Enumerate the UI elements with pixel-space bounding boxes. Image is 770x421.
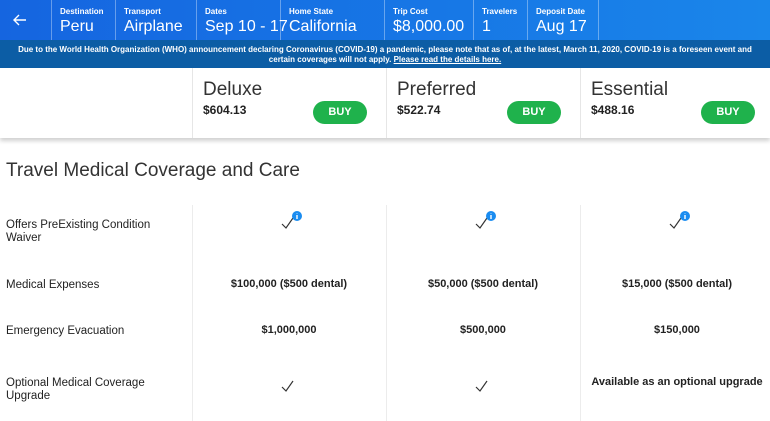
check-icon (475, 380, 488, 392)
trip-field[interactable]: Travelers 1 (473, 0, 527, 40)
field-label: Home State (289, 7, 334, 16)
cell-text: $1,000,000 (261, 324, 317, 336)
cell-text: $15,000 ($500 dental) (621, 278, 733, 290)
buy-button[interactable]: BUY (313, 101, 367, 124)
section-title: Travel Medical Coverage and Care (6, 160, 300, 181)
row-label: Emergency Evacuation (6, 324, 125, 337)
cell-text: Available as an optional upgrade (591, 376, 763, 388)
notice-message: Due to the World Health Organization (WH… (18, 45, 752, 64)
trip-field[interactable]: Destination Peru (51, 0, 115, 40)
cell-text: $50,000 ($500 dental) (427, 278, 539, 290)
trip-field[interactable]: Deposit Date Aug 17 (527, 0, 598, 40)
trip-field[interactable]: Home State California (280, 0, 384, 40)
plan-price: $604.13 (203, 103, 247, 117)
plan-price: $488.16 (591, 103, 635, 117)
check-icon (669, 211, 690, 229)
plan-column: Preferred $522.74 BUY (386, 68, 581, 138)
plan-column: Deluxe $604.13 BUY (192, 68, 387, 138)
field-label: Destination (60, 7, 104, 16)
back-button[interactable] (12, 12, 28, 28)
trip-field[interactable]: Transport Airplane (115, 0, 196, 40)
check-icon (475, 211, 496, 229)
field-value: 1 (482, 18, 491, 35)
field-value: Airplane (124, 18, 183, 35)
cell-text: $150,000 (654, 324, 700, 336)
notice-link[interactable]: Please read the details here. (393, 54, 502, 64)
cell-text: $500,000 (460, 324, 506, 336)
notice-banner: Due to the World Health Organization (WH… (0, 40, 770, 68)
row-label: Optional Medical Coverage Upgrade (6, 377, 145, 402)
plan-name: Essential (591, 79, 669, 100)
field-label: Dates (205, 7, 227, 16)
trip-summary-bar: Destination Peru Transport Airplane Dates Sep… (0, 0, 770, 40)
notice-text: Due to the World Health Organization (WH… (12, 45, 758, 64)
trip-field[interactable]: Trip Cost $8,000.00 (384, 0, 473, 40)
field-value: Sep 10 - 17 (205, 18, 288, 35)
buy-button[interactable]: BUY (507, 101, 561, 124)
column-divider (580, 205, 581, 421)
column-divider (386, 205, 387, 421)
column-divider (192, 205, 193, 421)
plan-column: Essential $488.16 BUY (580, 68, 770, 138)
field-value: Peru (60, 18, 94, 35)
plan-name: Preferred (397, 79, 477, 100)
trip-field[interactable]: Dates Sep 10 - 17 (196, 0, 288, 40)
check-icon (281, 380, 294, 392)
check-icon (281, 211, 302, 229)
field-label: Deposit Date (536, 7, 585, 16)
cell-text: $100,000 ($500 dental) (230, 278, 348, 290)
field-label: Travelers (482, 7, 518, 16)
row-label: Medical Expenses (6, 278, 100, 291)
field-value: California (289, 18, 357, 35)
field-label: Transport (124, 7, 161, 16)
row-label: Offers PreExisting Condition Waiver (6, 219, 151, 244)
field-value: $8,000.00 (393, 18, 465, 35)
plan-price: $522.74 (397, 103, 441, 117)
field-value: Aug 17 (536, 18, 587, 35)
field-label: Trip Cost (393, 7, 428, 16)
buy-button[interactable]: BUY (701, 101, 755, 124)
plan-header: Deluxe $604.13 BUY Preferred $522.74 BUY Essen… (0, 68, 770, 138)
plan-name: Deluxe (203, 79, 263, 100)
field-divider (598, 0, 599, 40)
